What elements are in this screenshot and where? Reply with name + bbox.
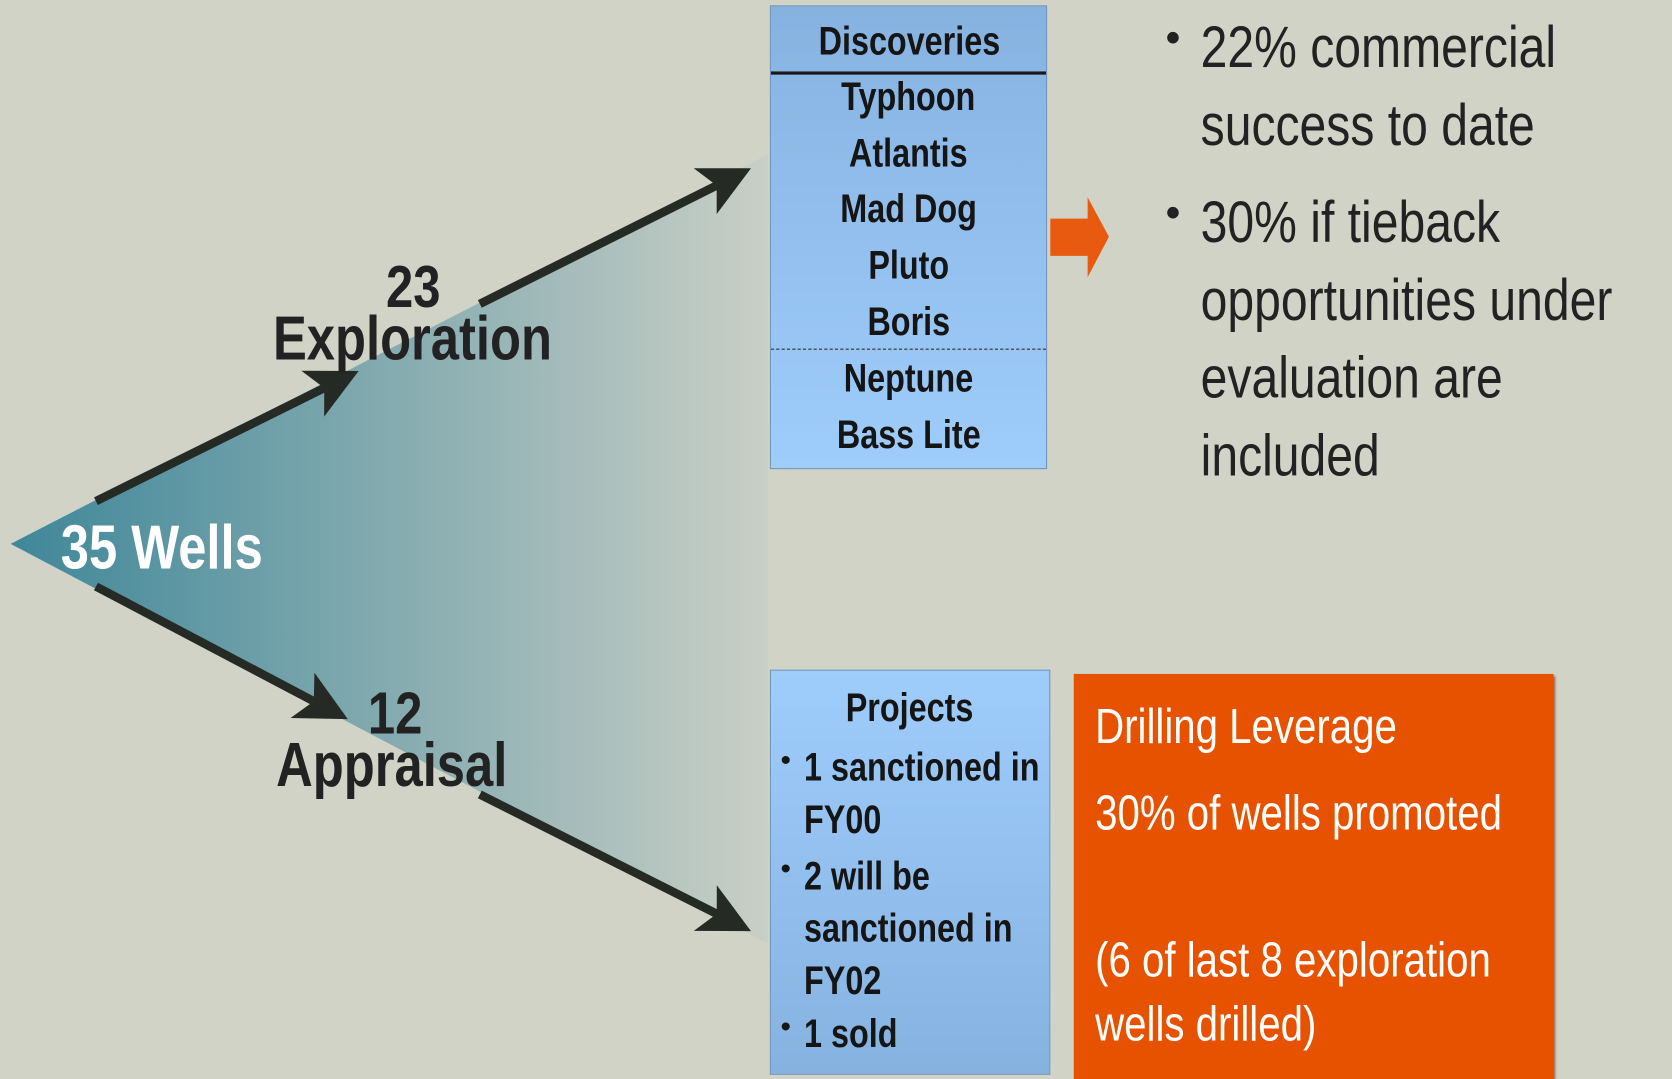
leverage-title: Drilling Leverage — [1095, 698, 1397, 754]
appraisal-label: Appraisal — [276, 730, 508, 800]
bullet-text: 22% commercial success to date — [1200, 13, 1557, 158]
discovery-item: Atlantis — [771, 131, 1046, 176]
discovery-text: Boris — [867, 299, 950, 344]
project-text: 1 sold — [803, 1011, 898, 1056]
discoveries-box: Discoveries Typhoon Atlantis Mad Dog Pluto B… — [769, 5, 1048, 470]
exploration-label: Exploration — [272, 303, 552, 374]
project-text: 2 will be sanctioned in FY02 — [803, 854, 1013, 1003]
discovery-item: Neptune — [771, 356, 1046, 401]
projects-title: Projects — [771, 686, 1048, 731]
discovery-item: Typhoon — [771, 75, 1046, 120]
leverage-line: 30% of wells promoted — [1095, 784, 1502, 841]
arrow — [477, 168, 752, 308]
project-dot: • — [780, 1009, 791, 1043]
arrow — [94, 370, 359, 505]
wedge — [10, 154, 768, 944]
discovery-item: Mad Dog — [771, 187, 1046, 232]
projects-box: Projects • 1 sanctioned in FY00 • 2 will be… — [769, 669, 1051, 1075]
arrow — [477, 790, 751, 932]
leverage-line: (6 of last 8 exploration wells drilled) — [1095, 931, 1491, 1052]
discovery-text: Typhoon — [841, 74, 976, 119]
exploration-count: 23 — [386, 252, 441, 320]
leverage-box: Drilling Leverage 30% of wells promoted (… — [1073, 673, 1554, 1079]
discovery-text: Atlantis — [849, 131, 968, 175]
header-rule — [770, 71, 1047, 75]
discovery-text: Neptune — [843, 356, 974, 400]
discovery-item: Boris — [771, 300, 1046, 345]
project-dot: • — [780, 851, 791, 886]
bullet-dot: • — [1165, 189, 1181, 237]
appraisal-count: 12 — [367, 679, 423, 747]
discovery-item: Bass Lite — [771, 413, 1046, 458]
arrow — [93, 582, 348, 720]
project-dot: • — [780, 743, 791, 777]
projects-title-text: Projects — [845, 685, 974, 730]
bullet-text: 30% if tieback opportunities under evalu… — [1200, 188, 1613, 489]
discoveries-title-text: Discoveries — [818, 19, 1001, 63]
discovery-text: Pluto — [868, 243, 949, 287]
wells-label: 35 Wells — [60, 512, 263, 583]
dotted-rule — [770, 348, 1047, 350]
discovery-text: Mad Dog — [840, 186, 977, 231]
discoveries-title: Discoveries — [771, 19, 1048, 64]
bullet-dot: • — [1165, 14, 1181, 62]
project-text: 1 sanctioned in FY00 — [803, 745, 1040, 842]
discovery-text: Bass Lite — [836, 412, 981, 457]
orange-arrow — [1050, 197, 1109, 278]
discovery-item: Pluto — [771, 243, 1046, 288]
